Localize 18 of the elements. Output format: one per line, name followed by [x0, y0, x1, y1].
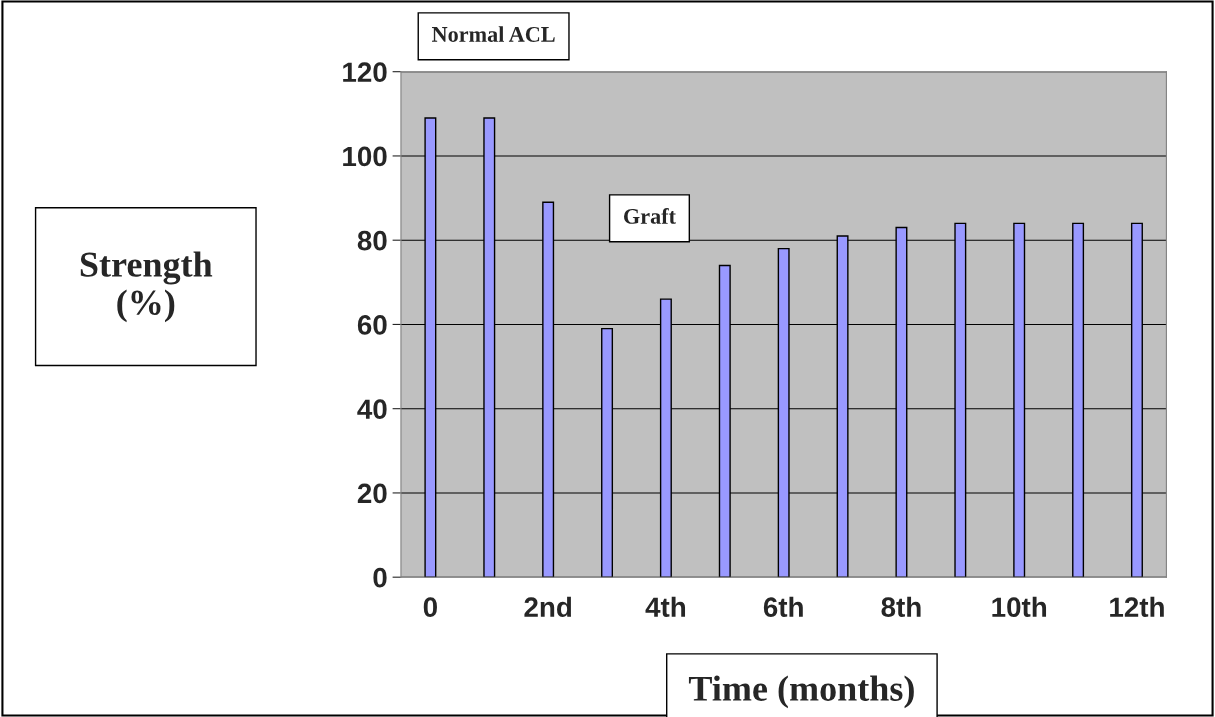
x-tick-label: 8th [881, 596, 921, 618]
text: Normal ACL [431, 26, 555, 42]
y-tick-label: 120 [343, 62, 387, 83]
y-tick-label: 0 [373, 567, 387, 588]
y-tick-label: 60 [357, 315, 387, 335]
y-axis-title: Strength (%) [80, 251, 213, 323]
x-tick-label: 0 [423, 597, 437, 618]
x-tick-label: 6th [763, 596, 803, 618]
x-tick-label: 2nd [524, 596, 572, 618]
y-tick-label: 80 [357, 230, 387, 251]
x-tick-label: 12th [1110, 596, 1164, 617]
y-tick-label: 40 [357, 399, 387, 420]
y-tick-label: 20 [357, 483, 387, 504]
x-tick-label: 4th [645, 596, 686, 617]
x-axis-title: Time (months) [688, 675, 914, 709]
y-tick-label: 100 [343, 146, 387, 167]
annotation: Graft [624, 207, 676, 224]
x-tick-label: 10th [992, 596, 1047, 618]
